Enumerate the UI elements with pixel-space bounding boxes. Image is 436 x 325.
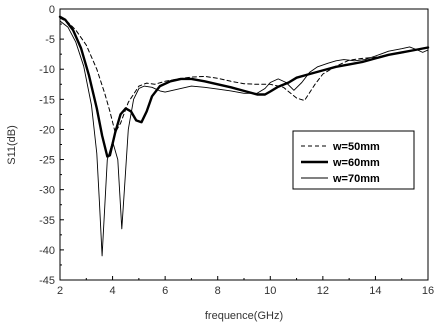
y-tick-label: -20 [39, 124, 55, 136]
legend-label-w50: w=50mm [332, 141, 380, 153]
y-tick-label: -10 [39, 64, 55, 76]
tick-labels-layer: 2 4 6 8 10 12 14 16 0 -5 -10 -15 -20 -25 -30 -35 -40 -45 [39, 4, 434, 297]
y-tick-label: -35 [39, 215, 55, 227]
y-tick-label: -25 [39, 155, 55, 167]
legend-label-w60: w=60mm [332, 157, 380, 169]
x-tick-label: 8 [215, 285, 221, 297]
x-tick-label: 10 [264, 285, 276, 297]
y-tick-label: -15 [39, 94, 55, 106]
legend: w=50mm w=60mm w=70mm [292, 130, 415, 190]
plot-frame [59, 8, 429, 281]
x-axis-title: frequence(GHz) [205, 310, 283, 322]
x-tick-label: 12 [317, 285, 329, 297]
y-tick-label: 0 [49, 4, 55, 16]
x-tick-label: 6 [162, 285, 168, 297]
legend-box [292, 130, 415, 190]
series-layer [58, 15, 430, 257]
y-tick-label: -45 [39, 275, 55, 287]
series-line-w-60mm [58, 15, 430, 158]
x-tick-label: 2 [57, 285, 63, 297]
x-tick-label: 14 [369, 285, 381, 297]
y-tick-label: -5 [45, 34, 55, 46]
y-tick-label: -40 [39, 245, 55, 257]
series-line-w-70mm [59, 20, 429, 257]
series-line-w-50mm [59, 17, 429, 133]
y-tick-label: -30 [39, 185, 55, 197]
legend-label-w70: w=70mm [332, 173, 380, 185]
y-axis-title: S11(dB) [6, 125, 18, 165]
x-tick-label: 4 [110, 285, 116, 297]
x-tick-label: 16 [422, 285, 434, 297]
